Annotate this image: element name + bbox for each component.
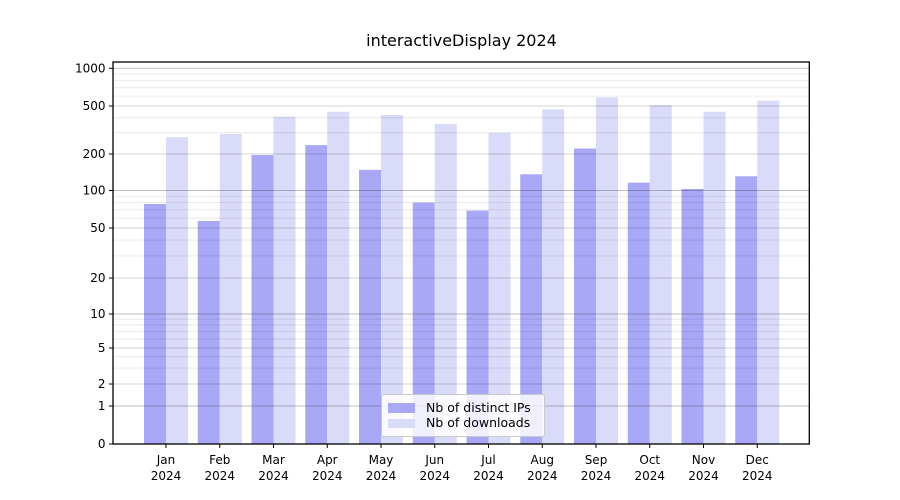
x-tick-label-jul: Jul 2024: [473, 453, 504, 483]
chart-title: interactiveDisplay 2024: [366, 31, 557, 50]
y-tick-label-1000: 1000: [75, 61, 106, 75]
bar-distinct-ips-jan: [144, 203, 166, 444]
bar-downloads-may: [381, 115, 403, 444]
bar-distinct-ips-may: [359, 169, 381, 444]
bar-downloads-sep: [596, 97, 618, 444]
bar-distinct-ips-dec: [735, 176, 758, 444]
legend-item-distinct-ips: Nb of distinct IPs: [388, 399, 544, 415]
x-tick-label-mar: Mar 2024: [258, 453, 289, 483]
legend: Nb of distinct IPs Nb of downloads: [381, 394, 545, 437]
y-tick-label-0: 0: [98, 437, 106, 451]
legend-label-distinct-ips: Nb of distinct IPs: [426, 399, 531, 415]
y-tick-label-2: 2: [98, 377, 106, 391]
y-tick-label-100: 100: [83, 184, 106, 198]
plot-border: [112, 61, 810, 445]
x-tick-label-may: May 2024: [366, 453, 397, 483]
bar-downloads-apr: [327, 111, 350, 445]
x-tick-label-nov: Nov 2024: [688, 453, 719, 483]
y-tick-label-10: 10: [90, 307, 105, 321]
bar-downloads-feb: [219, 133, 242, 444]
bar-downloads-nov: [703, 111, 726, 445]
x-tick-label-oct: Oct 2024: [634, 453, 665, 483]
bar-downloads-jan: [166, 137, 188, 445]
bar-distinct-ips-sep: [574, 148, 596, 444]
y-tick-label-200: 200: [83, 147, 106, 161]
y-tick-label-1: 1: [98, 399, 106, 413]
bar-distinct-ips-nov: [681, 188, 704, 444]
y-tick-label-5: 5: [98, 341, 106, 355]
x-tick-label-sep: Sep 2024: [581, 453, 612, 483]
y-tick-label-50: 50: [90, 221, 105, 235]
x-tick-label-jan: Jan 2024: [151, 453, 182, 483]
bar-distinct-ips-mar: [251, 155, 274, 444]
bar-downloads-oct: [649, 105, 672, 444]
bar-distinct-ips-aug: [520, 174, 543, 444]
bar-downloads-aug: [542, 109, 565, 444]
bar-distinct-ips-feb: [197, 220, 220, 444]
x-tick-label-feb: Feb 2024: [204, 453, 235, 483]
y-tick-label-20: 20: [90, 271, 105, 285]
y-tick-label-500: 500: [83, 99, 106, 113]
bar-distinct-ips-apr: [305, 145, 328, 444]
legend-swatch-distinct-ips: [388, 403, 415, 413]
bar-distinct-ips-oct: [627, 182, 650, 444]
bar-downloads-jul: [488, 132, 511, 445]
legend-item-downloads: Nb of downloads: [388, 415, 544, 430]
x-tick-label-jun: Jun 2024: [419, 453, 450, 483]
x-tick-label-aug: Aug 2024: [527, 453, 558, 483]
bar-distinct-ips-jun: [412, 202, 435, 444]
bar-distinct-ips-jul: [466, 210, 489, 444]
legend-label-downloads: Nb of downloads: [426, 415, 531, 430]
legend-swatch-downloads: [388, 418, 415, 428]
bar-downloads-mar: [273, 116, 296, 444]
x-tick-label-apr: Apr 2024: [312, 453, 343, 483]
x-tick-label-dec: Dec 2024: [742, 453, 773, 483]
bar-downloads-dec: [757, 100, 780, 444]
bar-downloads-jun: [434, 123, 457, 444]
